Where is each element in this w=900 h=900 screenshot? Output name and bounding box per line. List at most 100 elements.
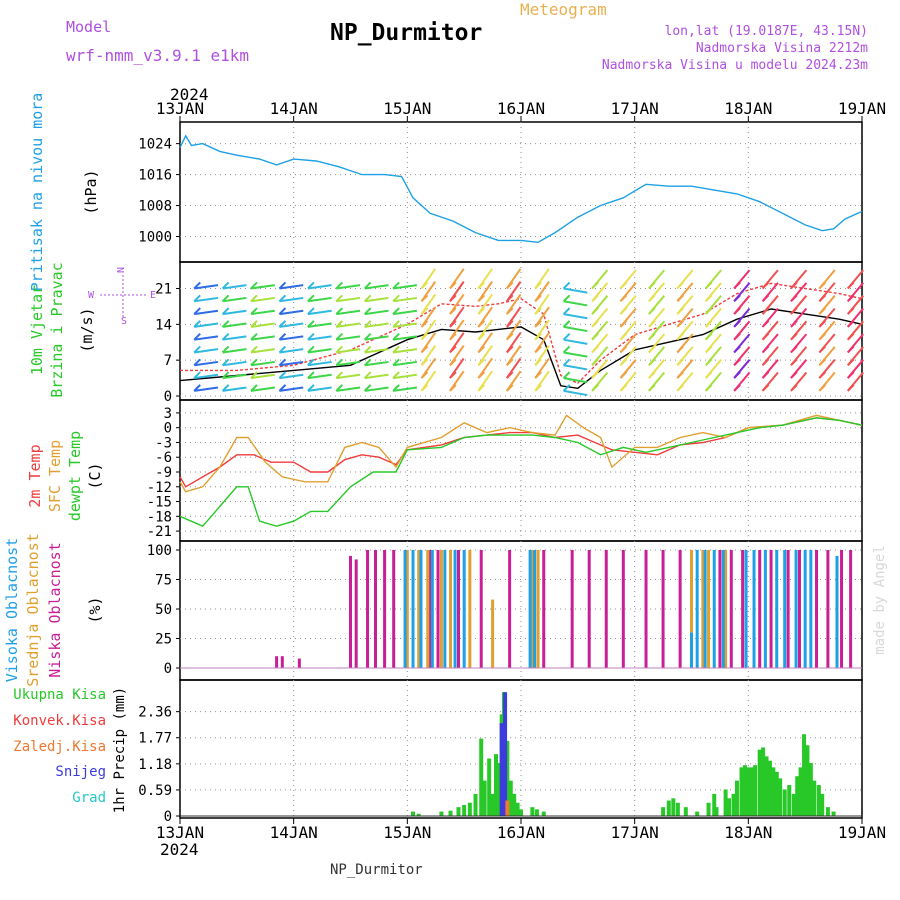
wind-arrow xyxy=(279,386,304,392)
wind-arrow-barb xyxy=(307,332,315,341)
wind-arrow-barb xyxy=(307,384,315,392)
precip-bar-precip_total xyxy=(791,793,796,816)
wind-arrow xyxy=(222,348,247,354)
precip-bar-precip_total xyxy=(512,793,517,816)
wind-arrow-barb xyxy=(648,281,656,290)
cloud-bar-cloud_high xyxy=(690,632,693,668)
wind-arrow-barb xyxy=(278,358,287,366)
wind-arrow-barb xyxy=(847,294,855,302)
precip-bar-precip_total xyxy=(530,807,535,816)
wind-panel xyxy=(176,261,863,401)
wind-arrow-barb xyxy=(761,307,770,315)
wind-arrow-barb xyxy=(733,281,741,290)
cloud-bar-cloud_mid xyxy=(426,550,430,668)
wind-arrow-barb xyxy=(307,345,315,354)
wind-arrow-barb xyxy=(221,345,230,354)
wind-arrow-barb xyxy=(619,332,628,341)
wind-arrow xyxy=(364,373,389,380)
wind-arrow-barb xyxy=(619,294,628,302)
precip-bar-precip_total xyxy=(416,813,421,816)
wind-arrow-barb xyxy=(790,320,798,328)
cloud-bar-cloud_high xyxy=(419,550,423,668)
wind-arrow-barb xyxy=(619,345,628,354)
wind-arrow-barb xyxy=(733,345,741,354)
cloud-bar-cloud_high xyxy=(752,550,756,668)
precip-bar-precip_total xyxy=(456,807,461,816)
wind-arrow-barb xyxy=(591,384,599,392)
wind-arrow-barb xyxy=(449,320,457,328)
wind-arrow xyxy=(250,309,275,316)
wind-arrow xyxy=(364,296,389,303)
wind-arrow-barb xyxy=(506,320,514,328)
precip-bar-precip_total xyxy=(787,785,792,816)
credit-watermark: made by Angel xyxy=(872,545,888,655)
precip-bar-precip_total xyxy=(816,785,821,816)
wind-arrow-barb xyxy=(648,384,656,392)
wind-arrow-barb xyxy=(335,281,343,290)
precip-bar-precip_total xyxy=(666,800,671,816)
precip-bar-precip_total xyxy=(671,798,676,816)
wind-arrow-barb xyxy=(562,294,571,302)
wind-arrow-barb xyxy=(250,371,258,379)
cloud-bar-cloud_high xyxy=(430,550,434,668)
wind-arrow xyxy=(336,373,361,380)
wind-arrow-barb xyxy=(506,332,514,341)
wind-arrow xyxy=(307,335,332,341)
wind-arrow-barb xyxy=(193,358,201,366)
wind-arrow-barb xyxy=(477,345,486,354)
temperature-ytick-label: 3 xyxy=(164,406,172,422)
wind-arrow-barb xyxy=(392,307,400,315)
x-date-label-bottom: 13JAN xyxy=(156,823,204,842)
cloud-bar-cloud_mid xyxy=(530,550,534,668)
wind-arrow-barb xyxy=(392,358,400,366)
wind-arrow-barb xyxy=(733,371,741,379)
wind-arrow-barb xyxy=(335,294,343,302)
wind-arrow-barb xyxy=(619,371,628,379)
wind-unit-label: (m/s) xyxy=(78,307,96,352)
cloud-bar-cloud_low xyxy=(718,550,722,668)
precip-bar-precip_total xyxy=(515,802,520,816)
cloud-ytick-label: 50 xyxy=(155,602,172,618)
cloud-bar-cloud_mid xyxy=(417,550,421,668)
x-date-label-top: 14JAN xyxy=(270,99,318,118)
temperature-series-sfc xyxy=(179,414,863,493)
pressure-ytick-label: 1000 xyxy=(138,230,172,246)
wind-arrow-barb xyxy=(534,345,542,354)
temperature-panel xyxy=(176,399,863,542)
wind-arrow xyxy=(336,322,361,328)
year-label-bottom: 2024 xyxy=(160,840,199,859)
wind-arrow-barb xyxy=(818,294,827,302)
precip-bar-precip_total xyxy=(439,811,444,816)
wind-arrow-barb xyxy=(648,294,656,302)
wind-arrow xyxy=(222,360,247,367)
wind-arrow-barb xyxy=(307,307,315,315)
cloud-bar-cloud_low xyxy=(349,555,352,668)
wind-arrow-barb xyxy=(307,371,315,379)
legend-frz: Zaledj.Kisa xyxy=(13,739,106,755)
wind-arrow-barb xyxy=(364,307,372,315)
wind-arrow-barb xyxy=(364,320,372,328)
wind-arrow xyxy=(194,309,219,316)
wind-arrow xyxy=(364,309,389,316)
cloud-bar-cloud_low xyxy=(392,550,396,668)
wind-arrow-barb xyxy=(420,332,429,341)
precip-bar-precip_total xyxy=(825,807,830,816)
precip-ytick-label: 1.77 xyxy=(138,731,172,747)
temperature-ytick-label: 0 xyxy=(164,421,172,437)
wind-arrow xyxy=(392,335,418,341)
cloud-bar-cloud_low xyxy=(542,550,546,668)
cloud-bar-cloud_low xyxy=(741,550,745,668)
x-date-label-bottom: 16JAN xyxy=(497,823,545,842)
wind-arrow xyxy=(279,348,304,354)
wind-arrow-barb xyxy=(790,294,798,302)
cloud-bar-cloud_high xyxy=(533,550,537,668)
wind-arrow-barb xyxy=(790,281,798,290)
cloud-bar-cloud_high xyxy=(712,550,716,668)
precip-bar-precip_snow xyxy=(499,723,504,816)
cloud-bar-cloud_low xyxy=(275,656,279,668)
wind-arrow-barb xyxy=(278,371,287,379)
wind-arrow-barb xyxy=(818,307,827,315)
cloud-ytick-label: 75 xyxy=(155,573,172,589)
wind-arrow-barb xyxy=(847,371,855,379)
